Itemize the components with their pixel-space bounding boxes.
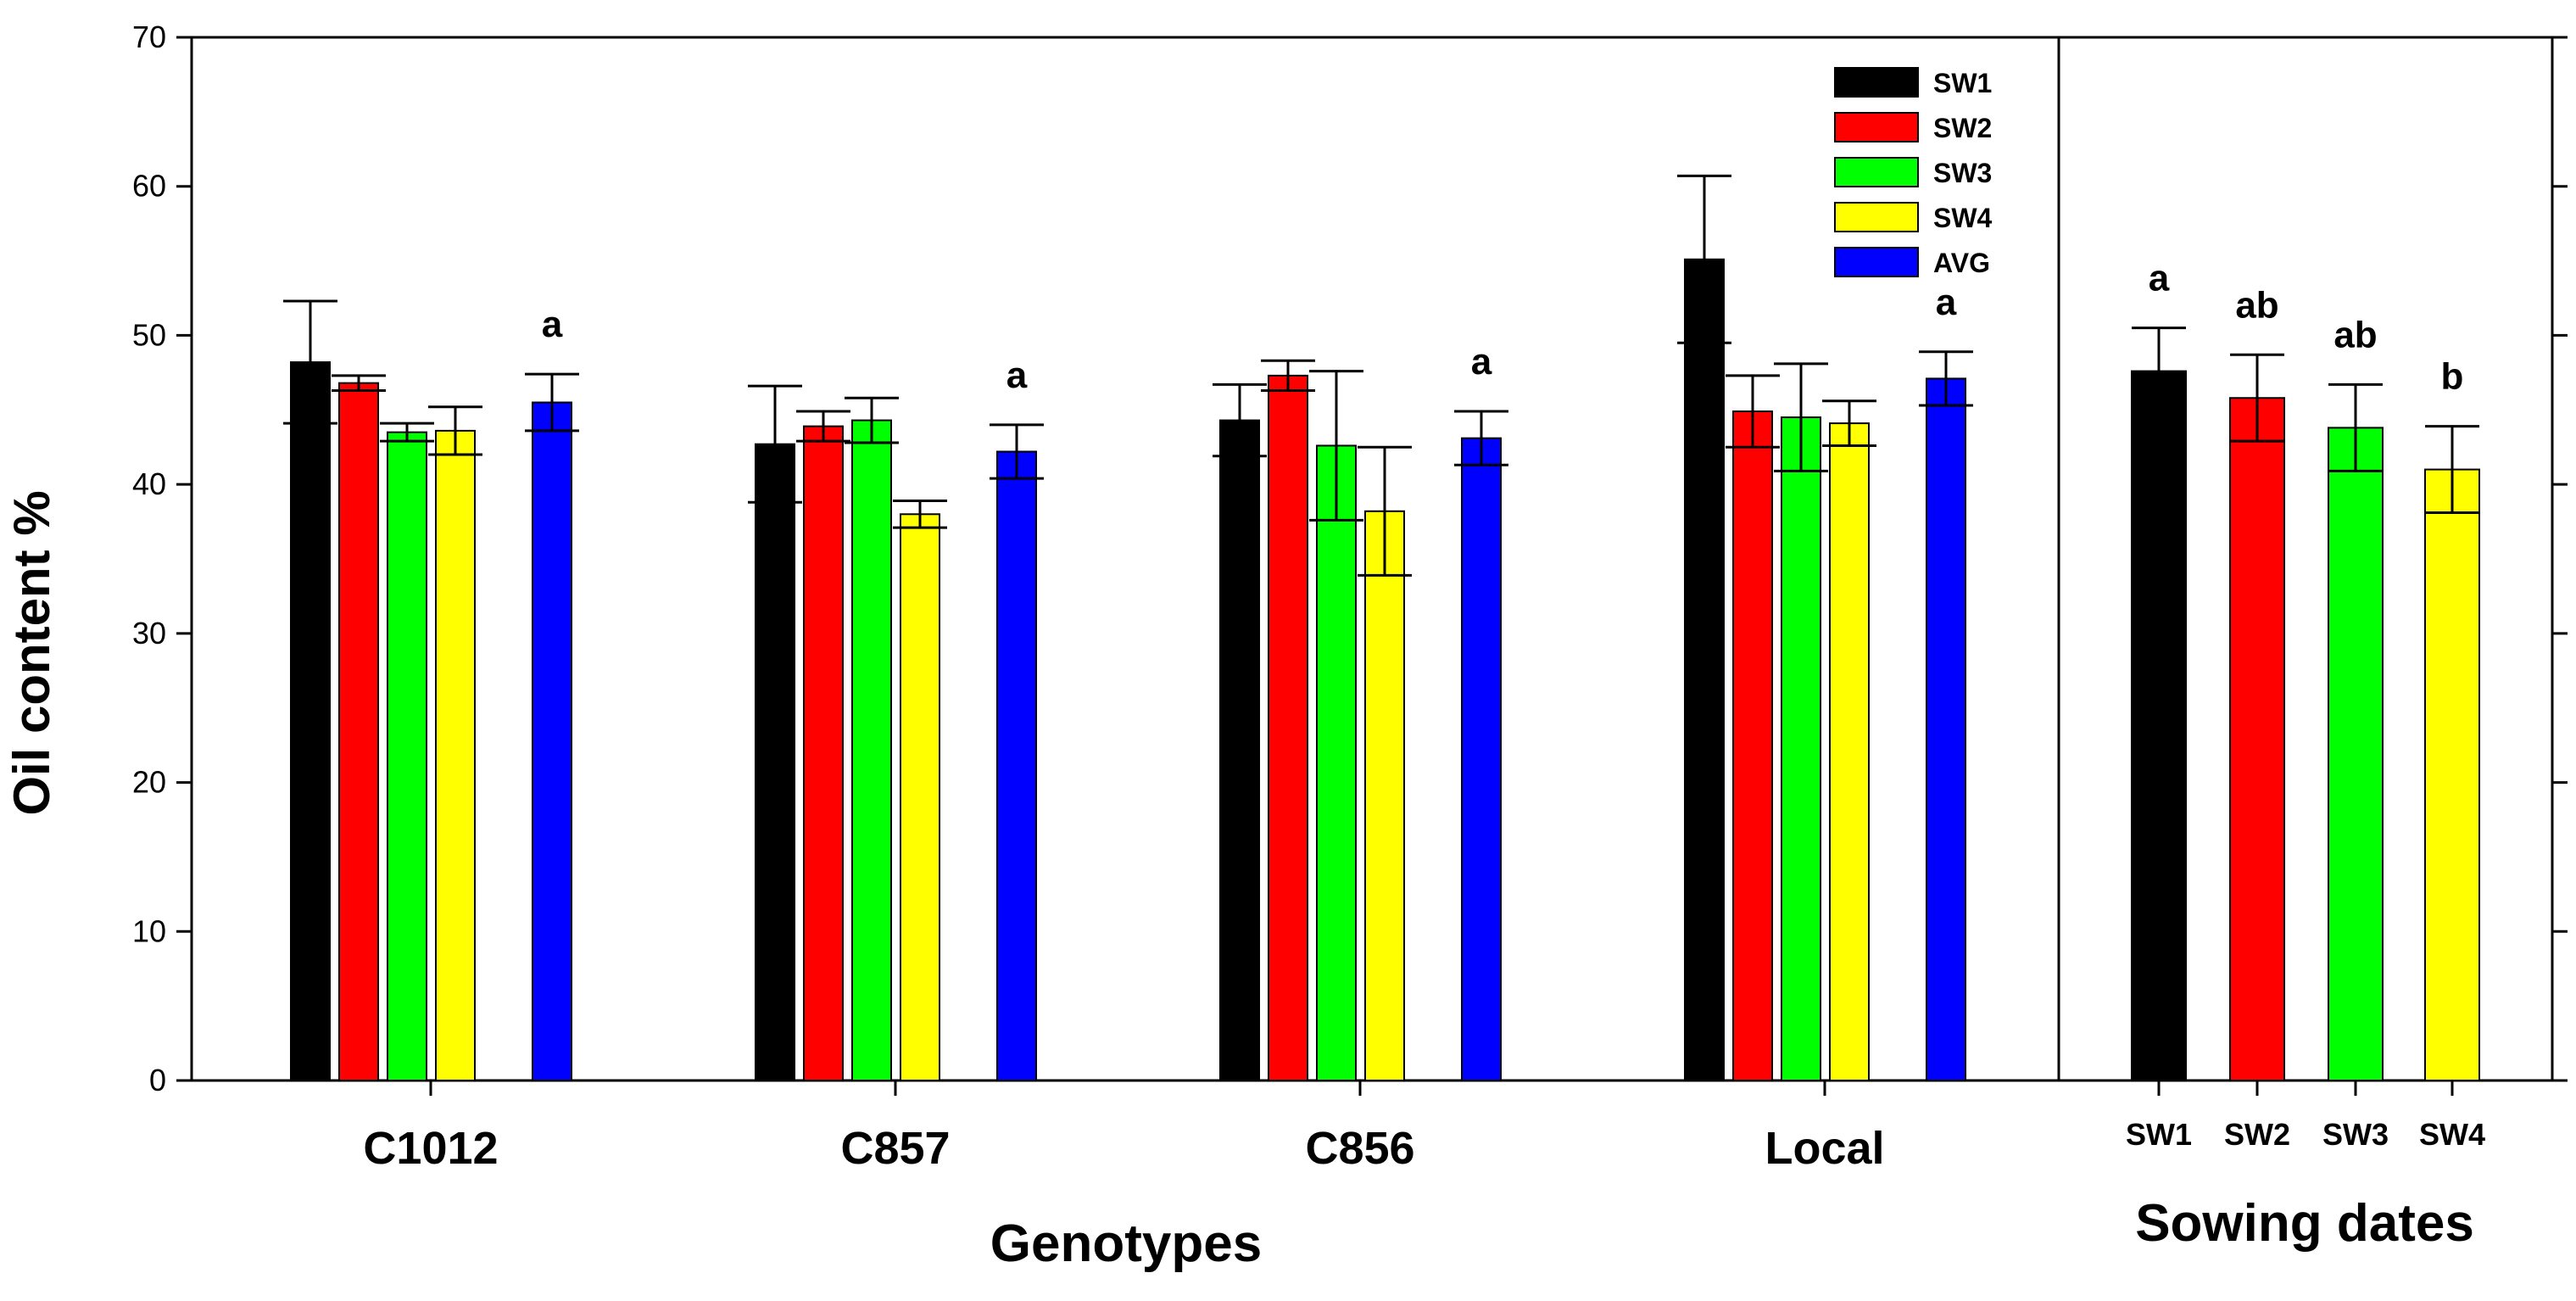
bar-sw1	[290, 361, 331, 1081]
legend-label: AVG	[1933, 248, 1990, 278]
bar-sw2	[338, 382, 379, 1081]
legend-swatch-sw2	[1834, 112, 1919, 142]
significance-label: ab	[2235, 284, 2278, 326]
legend: SW1 SW2 SW3 SW4 AVG	[1834, 67, 1993, 278]
bar-sw2	[1732, 410, 1773, 1081]
bar-sw3	[851, 419, 892, 1082]
x-axis-title-genotypes: Genotypes	[990, 1214, 1262, 1273]
bar-sw3	[1316, 444, 1357, 1081]
legend-swatch-sw4	[1834, 202, 1919, 232]
x-axis-title-sowing-dates: Sowing dates	[2135, 1194, 2474, 1253]
bar-sw3	[387, 431, 427, 1081]
legend-swatch-sw1	[1834, 67, 1919, 98]
bar-sw1	[1219, 419, 1260, 1082]
sowing-category-label: SW2	[2224, 1117, 2290, 1152]
legend-swatch-avg	[1834, 247, 1919, 277]
y-axis-title: Oil content %	[3, 490, 60, 815]
bar-sw2	[1268, 374, 1308, 1082]
y-tick-label: 40	[132, 466, 166, 501]
significance-label: a	[1936, 282, 1957, 323]
sowing-category-label: SW4	[2419, 1117, 2485, 1152]
bar-sw4	[435, 429, 476, 1081]
bar-sw1	[755, 443, 795, 1081]
legend-label: SW4	[1933, 203, 1993, 233]
category-label: Local	[1765, 1123, 1884, 1174]
y-tick-label: 0	[149, 1063, 166, 1097]
sowing-bar-sw1	[2131, 370, 2187, 1082]
y-tick-label: 20	[132, 765, 166, 800]
bar-sw1	[1684, 258, 1725, 1082]
y-tick-label: 60	[132, 169, 166, 204]
bar-sw4	[1364, 510, 1405, 1081]
bar-avg	[532, 401, 572, 1081]
y-tick-label: 50	[132, 317, 166, 352]
bar-avg	[1926, 377, 1966, 1081]
bars-layer	[290, 258, 2480, 1082]
legend-label: SW3	[1933, 158, 1992, 188]
labels-layer: C1012 a C857 a C856 a Local a SW1 a SW2 ab SW3 ab SW4 b	[363, 258, 2485, 1174]
sowing-bar-sw4	[2424, 468, 2480, 1081]
bar-sw4	[1829, 422, 1870, 1082]
bar-avg	[1461, 437, 1502, 1081]
significance-label: b	[2441, 356, 2464, 398]
significance-label: a	[1006, 355, 1028, 396]
legend-label: SW2	[1933, 113, 1992, 143]
y-tick-label: 30	[132, 616, 166, 650]
category-label: C1012	[363, 1123, 498, 1174]
sowing-category-label: SW1	[2126, 1117, 2192, 1152]
category-label: C857	[840, 1123, 950, 1174]
category-label: C856	[1305, 1123, 1414, 1174]
y-tick-label: 10	[132, 913, 166, 948]
bar-sw4	[900, 513, 940, 1081]
bar-avg	[996, 450, 1037, 1081]
bar-sw2	[803, 425, 844, 1082]
sowing-bar-sw2	[2229, 397, 2285, 1081]
significance-label: a	[542, 304, 563, 345]
significance-label: a	[1471, 341, 1492, 382]
significance-label: ab	[2333, 314, 2377, 355]
y-tick-label: 70	[132, 20, 166, 54]
legend-swatch-sw3	[1834, 157, 1919, 187]
bar-sw3	[1781, 416, 1821, 1082]
significance-label: a	[2149, 258, 2170, 299]
error-bars-layer	[283, 174, 2479, 577]
sowing-category-label: SW3	[2322, 1117, 2389, 1152]
legend-label: SW1	[1933, 68, 1992, 98]
sowing-bar-sw3	[2328, 427, 2384, 1082]
